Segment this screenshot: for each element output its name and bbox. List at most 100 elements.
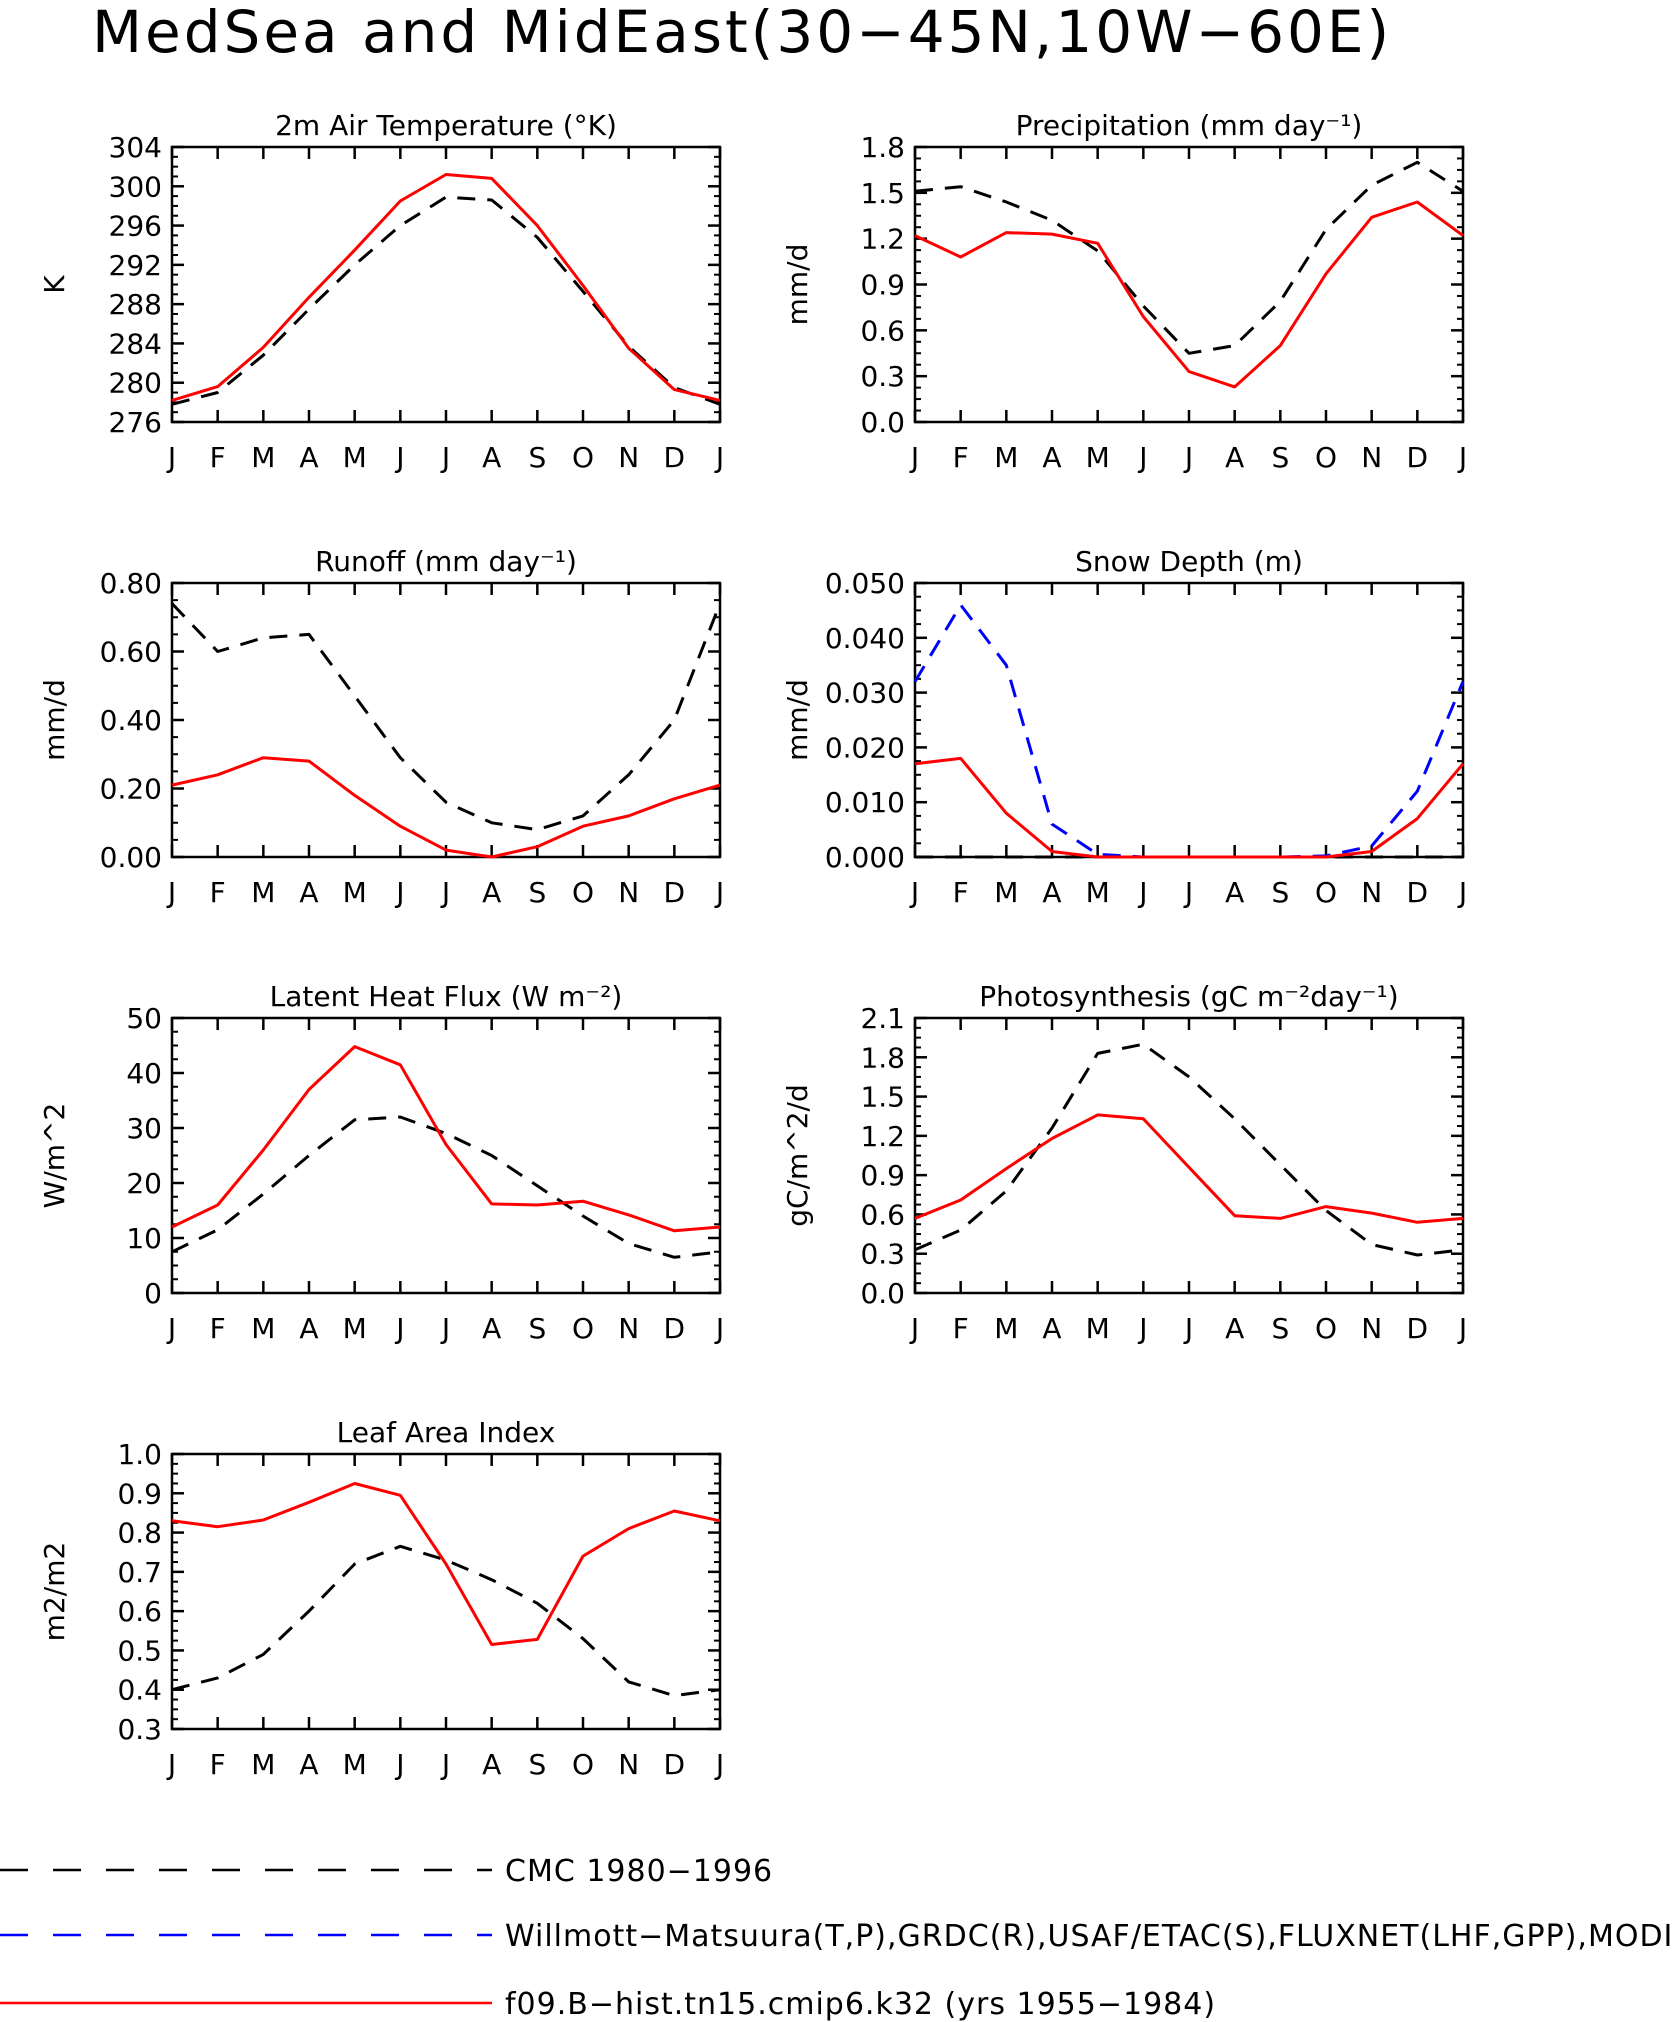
- x-tick-label: J: [714, 441, 724, 474]
- x-tick-label: F: [210, 876, 226, 909]
- x-tick-label: A: [482, 441, 501, 474]
- panel-title: Precipitation (mm day⁻¹): [1016, 109, 1363, 142]
- legend-label-2: Willmott−Matsuura(T,P),GRDC(R),USAF/ETAC…: [505, 1919, 1672, 1954]
- x-tick-label: J: [394, 1312, 404, 1345]
- y-tick-label: 0.3: [117, 1713, 162, 1746]
- x-tick-label: J: [1183, 876, 1193, 909]
- x-tick-label: F: [953, 1312, 969, 1345]
- x-tick-label: J: [1137, 441, 1147, 474]
- x-tick-label: F: [210, 441, 226, 474]
- y-tick-label: 304: [109, 131, 162, 164]
- y-tick-label: 1.2: [860, 1120, 905, 1153]
- x-tick-label: D: [664, 1748, 686, 1781]
- series-line-1: [914, 1042, 1464, 1257]
- x-tick-label: A: [1042, 441, 1061, 474]
- panel-title: Snow Depth (m): [1075, 545, 1303, 578]
- figure-title: MedSea and MidEast(30−45N,10W−60E): [92, 0, 1392, 66]
- series-line-1: [171, 195, 721, 406]
- x-tick-label: M: [1086, 441, 1110, 474]
- x-tick-label: A: [299, 1748, 318, 1781]
- x-tick-label: J: [166, 441, 176, 474]
- x-tick-label: N: [618, 1748, 639, 1781]
- x-tick-label: M: [343, 876, 367, 909]
- panel-title: Leaf Area Index: [337, 1416, 556, 1449]
- panel-title: 2m Air Temperature (°K): [275, 109, 617, 142]
- y-tick-label: 40: [126, 1057, 162, 1090]
- series-line-1: [171, 1544, 721, 1698]
- x-tick-label: J: [1137, 876, 1147, 909]
- x-tick-label: A: [482, 1748, 501, 1781]
- y-tick-label: 0.20: [100, 773, 162, 806]
- y-tick-label: 0.000: [825, 841, 905, 874]
- x-tick-label: O: [1315, 1312, 1337, 1345]
- x-tick-label: O: [1315, 441, 1337, 474]
- x-tick-label: O: [572, 441, 594, 474]
- x-tick-label: A: [1042, 876, 1061, 909]
- plot-frame: [170, 1016, 722, 1295]
- x-tick-label: D: [664, 441, 686, 474]
- plot-frame: [913, 145, 1465, 424]
- panel-title: Latent Heat Flux (W m⁻²): [270, 980, 623, 1013]
- x-tick-label: M: [343, 1312, 367, 1345]
- x-tick-label: A: [482, 1312, 501, 1345]
- x-tick-label: M: [994, 441, 1018, 474]
- x-tick-label: M: [343, 441, 367, 474]
- series-line-2: [171, 1482, 721, 1646]
- y-tick-label: 20: [126, 1167, 162, 1200]
- y-tick-label: 1.0: [117, 1438, 162, 1471]
- x-tick-label: A: [482, 876, 501, 909]
- y-tick-label: 0.0: [860, 406, 905, 439]
- y-tick-label: 1.8: [860, 1041, 905, 1074]
- x-tick-label: M: [1086, 1312, 1110, 1345]
- y-tick-label: 0.9: [117, 1477, 162, 1510]
- x-tick-label: O: [572, 876, 594, 909]
- x-tick-label: D: [1407, 441, 1429, 474]
- y-tick-label: 10: [126, 1222, 162, 1255]
- y-tick-label: 50: [126, 1002, 162, 1035]
- y-tick-label: 0.6: [860, 1198, 905, 1231]
- panel-title: Runoff (mm day⁻¹): [315, 545, 577, 578]
- y-tick-label: 0.40: [100, 704, 162, 737]
- x-tick-label: J: [166, 876, 176, 909]
- y-tick-label: 288: [109, 288, 162, 321]
- x-tick-label: M: [251, 1312, 275, 1345]
- series-line-2: [171, 173, 721, 402]
- x-tick-label: S: [528, 876, 546, 909]
- x-tick-label: M: [343, 1748, 367, 1781]
- x-tick-label: J: [166, 1312, 176, 1345]
- panel-5: Latent Heat Flux (W m⁻²) W/m^2 0 10 20 30 40 50…: [38, 980, 724, 1345]
- x-tick-label: A: [299, 441, 318, 474]
- y-tick-label: 0.030: [825, 677, 905, 710]
- y-tick-label: 0.8: [117, 1517, 162, 1550]
- x-tick-label: J: [1137, 1312, 1147, 1345]
- series-line-2: [171, 756, 721, 859]
- series-line-2: [913, 603, 1465, 859]
- series-line-1: [914, 160, 1464, 355]
- legend-label-1: CMC 1980−1996: [505, 1854, 773, 1889]
- x-tick-label: J: [909, 441, 919, 474]
- y-tick-label: 300: [109, 170, 162, 203]
- x-tick-label: N: [1361, 441, 1382, 474]
- x-tick-label: J: [394, 441, 404, 474]
- y-axis-label: gC/m^2/d: [781, 1084, 814, 1227]
- y-tick-label: 0.6: [117, 1595, 162, 1628]
- x-tick-label: O: [572, 1312, 594, 1345]
- x-tick-label: F: [210, 1312, 226, 1345]
- y-tick-label: 0.040: [825, 622, 905, 655]
- y-tick-label: 296: [109, 210, 162, 243]
- y-tick-label: 0.6: [860, 314, 905, 347]
- y-tick-label: 0.0: [860, 1277, 905, 1310]
- y-tick-label: 0.5: [117, 1634, 162, 1667]
- y-tick-label: 0.00: [100, 841, 162, 874]
- x-tick-label: S: [1271, 441, 1289, 474]
- x-tick-label: J: [166, 1748, 176, 1781]
- legend-label-3: f09.B−hist.tn15.cmip6.k32 (yrs 1955−1984…: [505, 1987, 1216, 2022]
- x-tick-label: J: [1183, 441, 1193, 474]
- x-tick-label: N: [1361, 876, 1382, 909]
- series-line-2: [914, 1113, 1464, 1224]
- panel-6: Photosynthesis (gC m⁻²day⁻¹) gC/m^2/d 0.0 0…: [781, 980, 1467, 1345]
- y-tick-label: 1.5: [860, 177, 905, 210]
- x-tick-label: D: [1407, 876, 1429, 909]
- x-tick-label: J: [909, 876, 919, 909]
